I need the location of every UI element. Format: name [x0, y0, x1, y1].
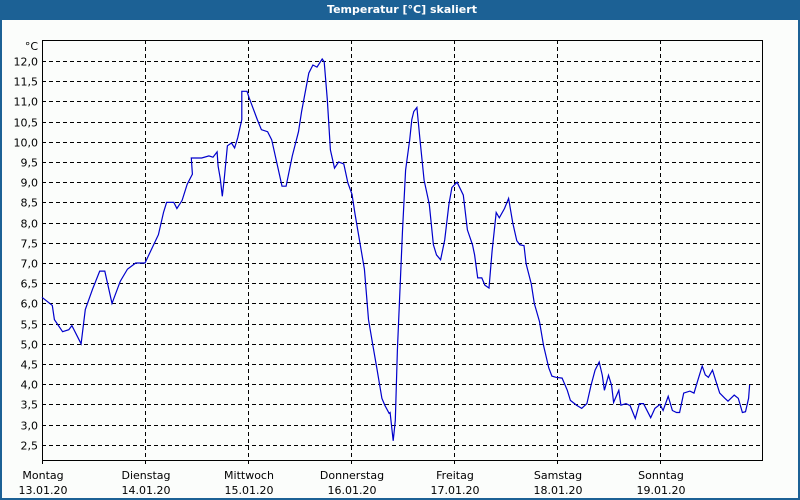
y-tick-label: 10,0 — [14, 137, 39, 150]
y-tick-label: 3,0 — [21, 420, 39, 433]
x-day-label: Mittwoch — [224, 469, 274, 482]
window-title: Temperatur [°C] skaliert — [2, 0, 800, 20]
x-day-label: Donnerstag — [320, 469, 384, 482]
x-date-label: 17.01.20 — [431, 484, 480, 497]
y-tick-label: 5,5 — [21, 319, 39, 332]
y-tick-label: 4,5 — [21, 359, 39, 372]
y-tick-label: 10,5 — [14, 117, 39, 130]
x-day-label: Dienstag — [121, 469, 170, 482]
y-tick-label: 9,5 — [21, 157, 39, 170]
x-day-label: Sonntag — [638, 469, 684, 482]
y-tick-label: 5,0 — [21, 339, 39, 352]
x-axis: Montag 13.01.20 Dienstag 14.01.20 Mittwoch 15… — [19, 460, 686, 497]
y-tick-label: 9,0 — [21, 177, 39, 190]
y-tick-label: 7,5 — [21, 238, 39, 251]
temperature-series-line — [41, 57, 751, 441]
y-tick-label: 7,0 — [21, 258, 39, 271]
plot-frame — [42, 40, 763, 461]
y-tick-label: 2,5 — [21, 440, 39, 453]
y-tick-label: 6,5 — [21, 278, 39, 291]
y-tick-label: 11,0 — [14, 96, 39, 109]
grid-lines — [42, 40, 762, 460]
x-day-label: Montag — [22, 469, 63, 482]
x-date-label: 18.01.20 — [534, 484, 583, 497]
y-tick-label: 8,0 — [21, 218, 39, 231]
y-tick-label: 8,5 — [21, 197, 39, 210]
y-tick-label: 6,0 — [21, 298, 39, 311]
y-tick-label: 12,0 — [14, 56, 39, 69]
y-axis-unit: °C — [25, 40, 39, 53]
y-tick-label: 11,5 — [14, 76, 39, 89]
x-date-label: 19.01.20 — [637, 484, 686, 497]
y-tick-label: 3,5 — [21, 399, 39, 412]
x-day-label: Freitag — [436, 469, 474, 482]
y-axis: °C 2,5 3,0 3,5 4,0 4,5 5,0 5,5 6,0 6,5 7,0 7,5 8,0 8… — [14, 40, 39, 453]
x-date-label: 13.01.20 — [19, 484, 68, 497]
x-date-label: 16.01.20 — [328, 484, 377, 497]
y-tick-label: 4,0 — [21, 379, 39, 392]
x-day-label: Samstag — [534, 469, 582, 482]
x-date-label: 14.01.20 — [122, 484, 171, 497]
x-date-label: 15.01.20 — [225, 484, 274, 497]
